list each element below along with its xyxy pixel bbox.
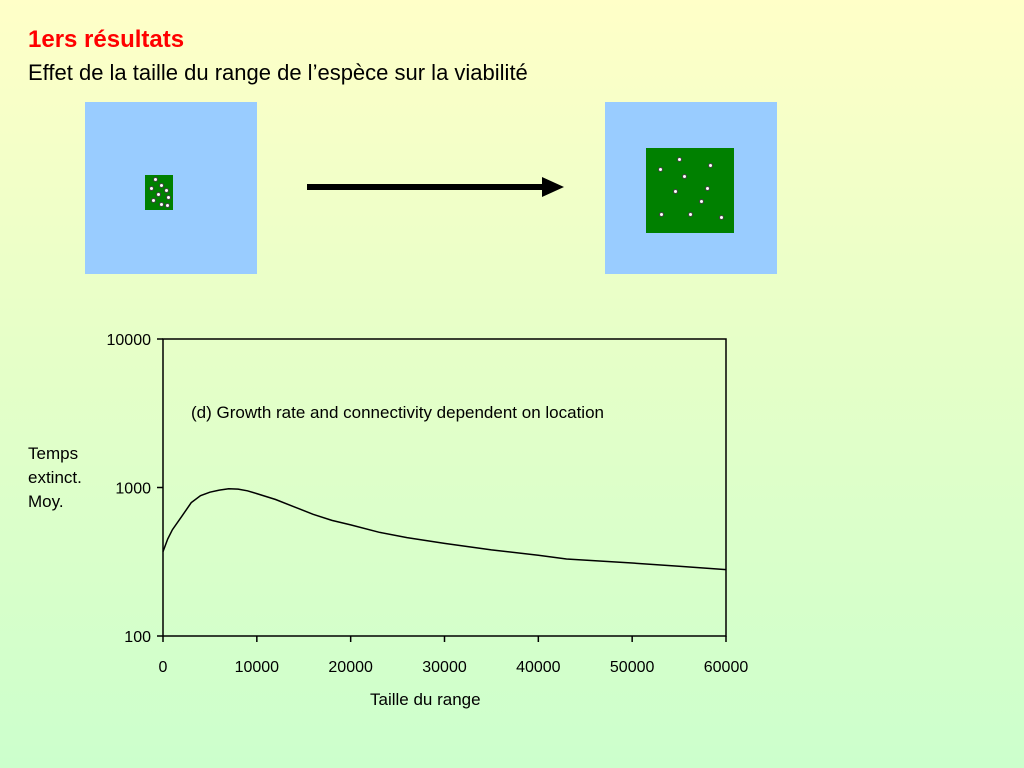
y-tick-label: 1000 bbox=[115, 481, 151, 498]
individual-dot bbox=[159, 183, 164, 188]
y-tick-label: 100 bbox=[124, 629, 151, 646]
x-tick-label: 60000 bbox=[704, 659, 749, 676]
large-range-map bbox=[605, 102, 777, 274]
page-title: 1ers résultats bbox=[28, 26, 185, 53]
small-range-map bbox=[85, 102, 257, 274]
x-axis-label: Taille du range bbox=[370, 690, 481, 709]
x-axis: 0 10000 20000 30000 40000 50000 60000 bbox=[159, 636, 749, 676]
page-subtitle: Effet de la taille du range de l’espèce … bbox=[28, 60, 528, 85]
x-tick-label: 10000 bbox=[235, 659, 280, 676]
individual-dot bbox=[677, 157, 682, 162]
x-tick-label: 0 bbox=[159, 659, 168, 676]
individual-dot bbox=[159, 202, 164, 207]
x-tick-label: 40000 bbox=[516, 659, 561, 676]
y-tick-label: 10000 bbox=[107, 332, 152, 349]
individual-dot bbox=[673, 189, 678, 194]
x-tick-label: 20000 bbox=[328, 659, 373, 676]
individual-dot bbox=[719, 215, 724, 220]
individual-dot bbox=[149, 186, 154, 191]
individual-dot bbox=[659, 212, 664, 217]
individual-dot bbox=[164, 188, 169, 193]
y-axis: 100 1000 10000 bbox=[107, 332, 163, 646]
individual-dot bbox=[658, 167, 663, 172]
small-range-patch bbox=[145, 175, 173, 210]
individual-dot bbox=[682, 174, 687, 179]
series-line bbox=[162, 488, 727, 571]
y-axis-label-line: Temps bbox=[28, 444, 79, 463]
individual-dot bbox=[708, 163, 713, 168]
individual-dot bbox=[165, 203, 170, 208]
large-range-patch bbox=[646, 148, 734, 233]
individual-dot bbox=[699, 199, 704, 204]
y-axis-label-line: extinct. bbox=[28, 468, 82, 487]
x-tick-label: 50000 bbox=[610, 659, 655, 676]
individual-dot bbox=[705, 186, 710, 191]
individual-dot bbox=[688, 212, 693, 217]
right-arrow-icon bbox=[307, 177, 564, 197]
individual-dot bbox=[153, 177, 158, 182]
y-axis-label-line: Moy. bbox=[28, 492, 64, 511]
x-tick-label: 30000 bbox=[422, 659, 467, 676]
plot-area-frame bbox=[162, 338, 727, 637]
individual-dot bbox=[156, 192, 161, 197]
individual-dot bbox=[166, 195, 171, 200]
y-axis-label: Temps extinct. Moy. bbox=[28, 442, 108, 514]
individual-dot bbox=[151, 198, 156, 203]
chart-annotation: (d) Growth rate and connectivity depende… bbox=[191, 403, 604, 422]
